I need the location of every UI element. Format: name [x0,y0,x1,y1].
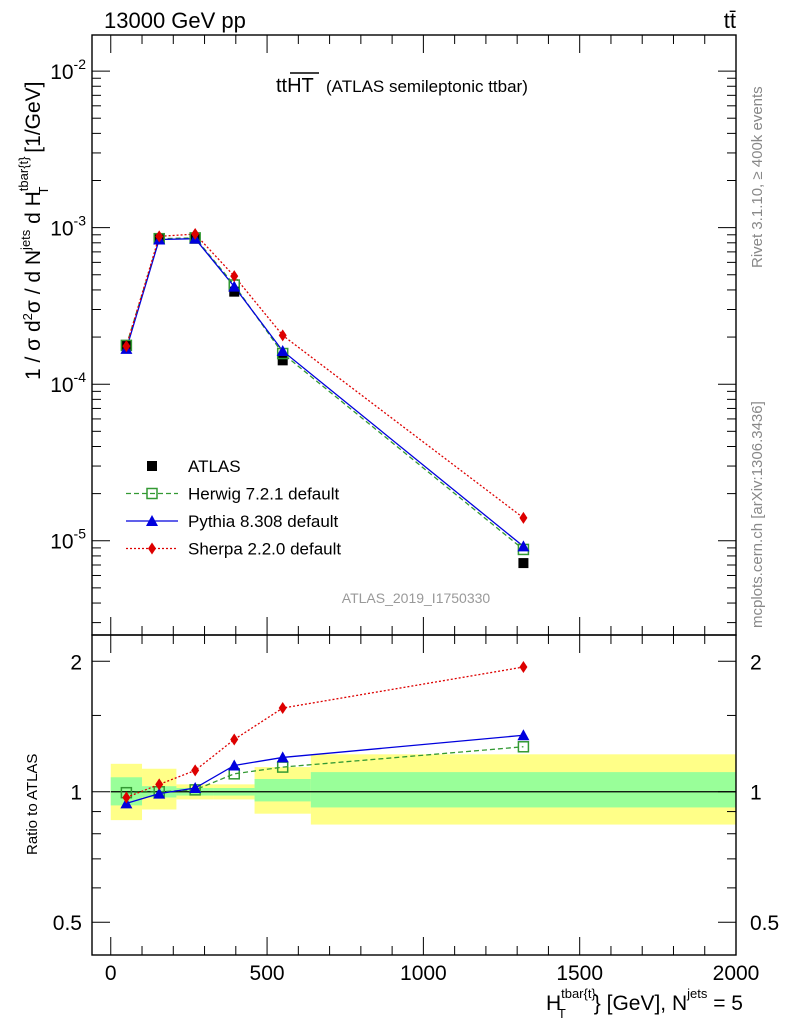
main-panel: 10-5 10-4 10-3 10-2 ATLAS Herwig 7.2.1 defaul… [50,34,737,636]
ratio-y-tick-label: 1 [70,782,82,805]
data-point-sherpa [519,511,528,524]
legend-marker [146,487,158,500]
legend-marker [148,542,156,555]
y-tick-label: 10-5 [50,526,86,554]
ratio-point-sherpa [230,733,239,746]
legend-label: Sherpa 2.2.0 default [188,540,341,559]
ratio-point-pythia [228,759,241,771]
x-tick-label: 1000 [400,962,447,985]
ratio-frame [91,634,737,956]
ratio-point-pythia [189,782,202,794]
ratio-y-tick-label-right: 0.5 [750,912,779,935]
data-point-pythia [276,344,289,356]
legend-marker [147,461,157,471]
ratio-point-pythia [276,751,289,763]
x-axis-label: Htbar{t} T} [GeV], Njets = 5 [546,986,743,1021]
ratio-point-sherpa [191,764,200,777]
legend-marker [146,515,158,526]
ratio-y-tick-label: 2 [70,651,82,674]
data-point-pythia [517,540,530,552]
ratio-point-pythia [153,787,166,799]
x-tick-label: 2000 [713,962,760,985]
data-point-sherpa [278,329,287,342]
ratio-line-pythia [126,734,524,805]
legend: ATLAS Herwig 7.2.1 default Pythia 8.308 de… [126,457,341,559]
ratio-band-inner [254,779,311,802]
y-tick-label: 10-2 [50,56,86,84]
data-point-sherpa [155,230,164,243]
data-point-atlas [518,558,529,569]
legend-label: ATLAS [188,457,241,476]
legend-label: Pythia 8.308 default [188,512,339,531]
ratio-point-pythia [517,729,530,741]
x-tick-label: 1500 [556,962,603,985]
x-tick-label: 0 [105,962,117,985]
data-point-atlas [229,286,240,297]
chart-title-sub: (ATLAS semileptonic ttbar) [326,77,528,96]
y-tick-label: 10-3 [50,213,86,241]
energy-label: 13000 GeV pp [104,8,246,33]
series-line-sherpa [125,233,524,519]
ratio-point-sherpa [519,661,528,674]
analysis-id: ATLAS_2019_I1750330 [342,590,491,606]
rivet-label: Rivet 3.1.10, ≥ 400k events [749,86,766,268]
data-point-sherpa [122,340,131,353]
series-line-pythia [125,238,524,547]
ratio-point-sherpa [155,778,164,791]
ratio-y-axis-label: Ratio to ATLAS [24,754,41,855]
ratio-panel: 0.5 0.5 1 1 2 2 0 500 1000 1500 2000 [53,634,779,985]
chart-title-main: ttHT [276,75,314,97]
y-tick-label: 10-4 [50,369,86,397]
main-y-axis-label: 1 / σ d2σ / d Njets d Htbar{t} T [1/GeV] [16,81,51,380]
ratio-band-inner [310,772,736,808]
ratio-point-herwig [517,741,530,753]
data-point-sherpa [191,228,200,241]
ratio-point-sherpa [122,791,131,804]
x-tick-label: 500 [250,962,285,985]
data-point-sherpa [230,270,239,283]
data-point-atlas [277,355,288,366]
series-line-herwig [125,237,524,550]
ratio-y-tick-label-right: 1 [750,782,762,805]
ratio-line-sherpa [126,666,524,799]
ratio-point-sherpa [278,702,287,715]
legend-label: Herwig 7.2.1 default [188,485,339,504]
mcplots-label: mcplots.cern.ch [arXiv:1306.3436] [749,401,766,628]
data-point-pythia [228,280,241,292]
ratio-y-tick-label: 0.5 [53,912,82,935]
process-label: tt̄ [724,8,736,33]
ratio-y-tick-label-right: 2 [750,651,762,674]
